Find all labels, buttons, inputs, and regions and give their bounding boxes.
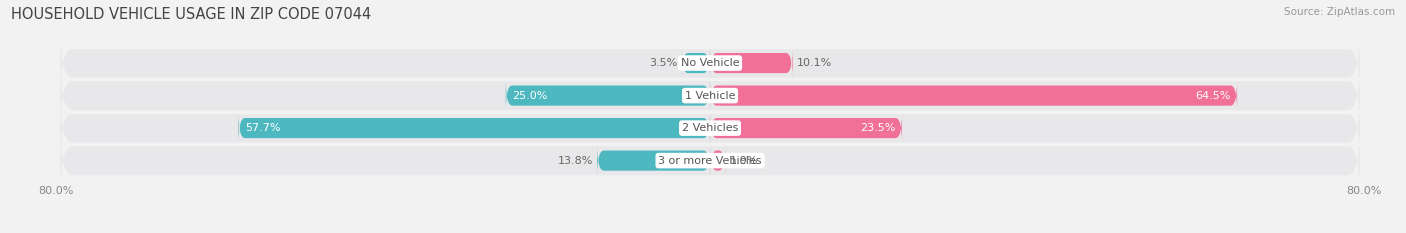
Text: 1 Vehicle: 1 Vehicle <box>685 91 735 101</box>
FancyBboxPatch shape <box>598 145 710 177</box>
Text: 1.9%: 1.9% <box>730 156 758 166</box>
FancyBboxPatch shape <box>710 47 793 79</box>
Text: 13.8%: 13.8% <box>558 156 593 166</box>
FancyBboxPatch shape <box>60 127 1360 195</box>
Text: 10.1%: 10.1% <box>797 58 832 68</box>
Text: 3.5%: 3.5% <box>650 58 678 68</box>
FancyBboxPatch shape <box>506 80 710 112</box>
Text: HOUSEHOLD VEHICLE USAGE IN ZIP CODE 07044: HOUSEHOLD VEHICLE USAGE IN ZIP CODE 0704… <box>11 7 371 22</box>
FancyBboxPatch shape <box>710 112 903 144</box>
Text: 23.5%: 23.5% <box>860 123 896 133</box>
FancyBboxPatch shape <box>710 145 725 177</box>
FancyBboxPatch shape <box>60 62 1360 130</box>
FancyBboxPatch shape <box>60 94 1360 162</box>
Text: 57.7%: 57.7% <box>245 123 281 133</box>
FancyBboxPatch shape <box>710 80 1237 112</box>
Text: 64.5%: 64.5% <box>1195 91 1230 101</box>
Text: 2 Vehicles: 2 Vehicles <box>682 123 738 133</box>
Text: No Vehicle: No Vehicle <box>681 58 740 68</box>
Text: 3 or more Vehicles: 3 or more Vehicles <box>658 156 762 166</box>
FancyBboxPatch shape <box>682 47 710 79</box>
FancyBboxPatch shape <box>60 29 1360 97</box>
FancyBboxPatch shape <box>239 112 710 144</box>
Text: Source: ZipAtlas.com: Source: ZipAtlas.com <box>1284 7 1395 17</box>
Text: 25.0%: 25.0% <box>512 91 547 101</box>
